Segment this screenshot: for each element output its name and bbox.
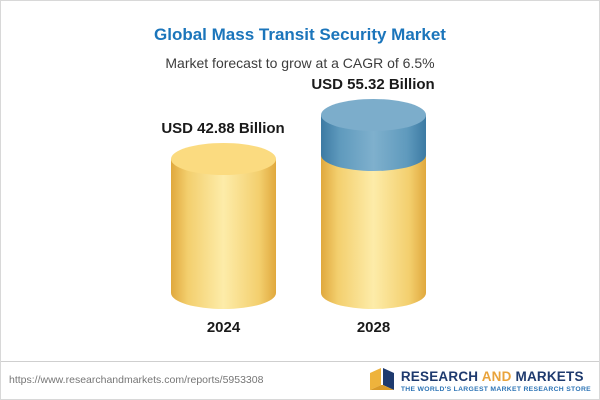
category-label-2024: 2024 — [206, 319, 241, 336]
bar-2028 — [321, 99, 426, 309]
chart-subtitle: Market forecast to grow at a CAGR of 6.5… — [165, 55, 435, 71]
bar-2024-top-ellipse — [171, 143, 276, 175]
logo-text: RESEARCH AND MARKETS THE WORLD'S LARGEST… — [400, 368, 591, 394]
bar-2024-body — [171, 159, 276, 309]
logo-word-research: RESEARCH — [400, 368, 479, 384]
logo-tagline: THE WORLD'S LARGEST MARKET RESEARCH STOR… — [400, 386, 591, 394]
footer-bar: https://www.researchandmarkets.com/repor… — [1, 361, 599, 399]
logo-word-and: AND — [481, 368, 512, 384]
researchandmarkets-logo: RESEARCH AND MARKETS THE WORLD'S LARGEST… — [368, 366, 591, 397]
report-url-link[interactable]: https://www.researchandmarkets.com/repor… — [9, 374, 264, 386]
value-label-2024: USD 42.88 Billion — [161, 120, 285, 137]
logo-word-markets: MARKETS — [515, 368, 584, 384]
logo-wordmark: RESEARCH AND MARKETS — [400, 368, 591, 384]
bar-2028-top-ellipse — [321, 99, 426, 132]
category-label-2028: 2028 — [356, 319, 391, 336]
bar-2024 — [171, 143, 276, 309]
chart-title: Global Mass Transit Security Market — [154, 25, 446, 44]
researchandmarkets-logo-icon — [368, 366, 396, 397]
value-label-2028: USD 55.32 Billion — [311, 76, 435, 94]
